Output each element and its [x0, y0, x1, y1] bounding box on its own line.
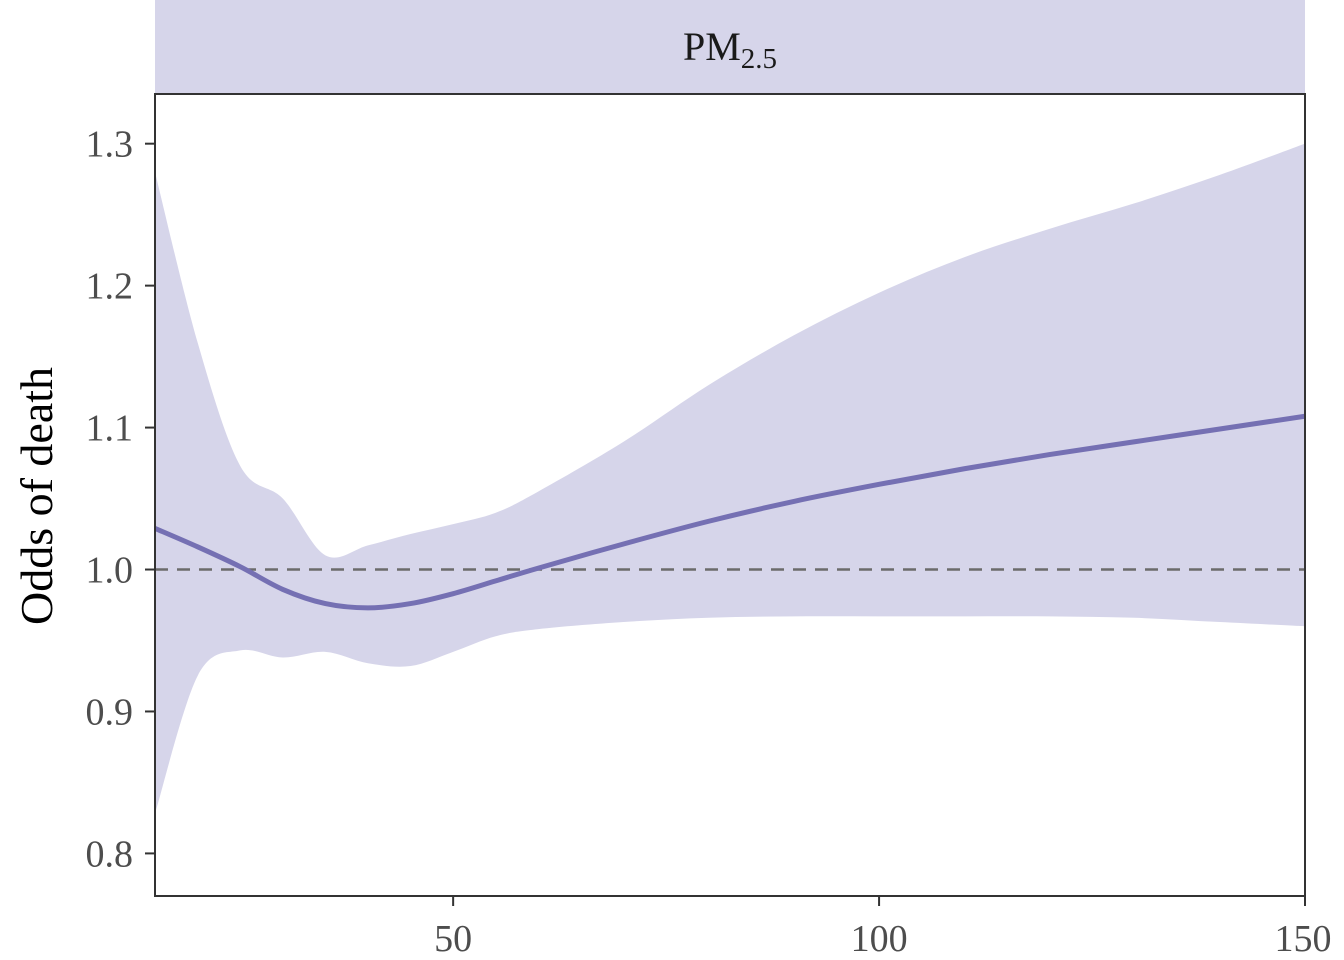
x-tick-label: 150 — [1275, 918, 1332, 960]
x-tick-label: 100 — [851, 918, 908, 960]
confidence-band — [155, 143, 1305, 814]
facet-strip-title: PM2.5 — [683, 24, 777, 75]
fitted-curve — [155, 413, 1305, 611]
facet-strip — [155, 0, 1305, 94]
y-tick-label: 1.1 — [86, 408, 134, 450]
y-axis-title: Odds of death — [11, 367, 62, 625]
x-axis: 50 100 150 — [434, 896, 1332, 960]
plot-panel-border — [154, 93, 1306, 897]
fitted-curve-layer — [155, 413, 1305, 611]
y-tick-label: 1.3 — [86, 124, 134, 166]
confidence-band-layer — [155, 143, 1305, 814]
facet-strip-title-main: PM — [683, 24, 741, 69]
y-tick-label: 0.9 — [86, 691, 134, 733]
facet-strip-title-subscript: 2.5 — [741, 43, 777, 75]
y-tick-label: 1.2 — [86, 266, 134, 308]
y-axis: 0.8 0.9 1.0 1.1 1.2 1.3 — [86, 124, 155, 875]
y-tick-label: 0.8 — [86, 833, 134, 875]
x-tick-label: 50 — [434, 918, 472, 960]
y-tick-label: 1.0 — [86, 550, 134, 592]
